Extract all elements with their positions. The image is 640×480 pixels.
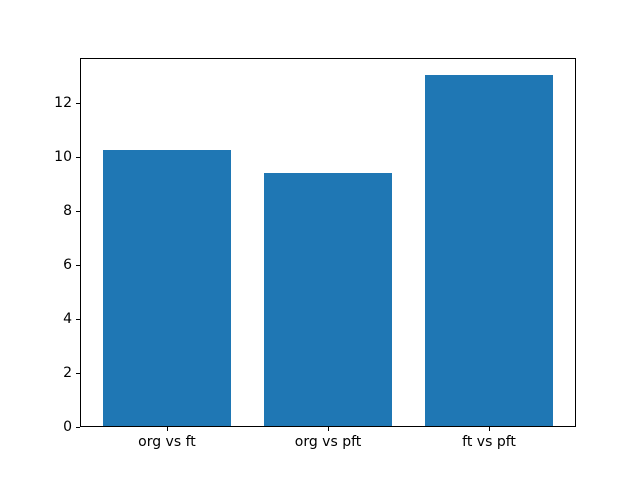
y-tick-mark <box>76 264 80 266</box>
y-tick-label: 0 <box>63 419 72 435</box>
y-tick-label: 12 <box>54 94 72 111</box>
bar-org-vs-ft <box>102 150 232 426</box>
bar-org-vs-pft <box>263 173 393 426</box>
x-tick-mark <box>166 427 168 431</box>
y-tick-label: 10 <box>54 148 72 165</box>
y-tick-mark <box>76 318 80 320</box>
y-tick-label: 2 <box>63 364 72 381</box>
y-tick-mark <box>76 102 80 104</box>
bar-ft-vs-pft <box>424 74 554 426</box>
x-tick-mark <box>328 427 329 431</box>
y-tick-mark <box>76 210 80 212</box>
x-tick-label: org vs pft <box>294 434 362 450</box>
y-tick-label: 4 <box>63 310 72 327</box>
y-tick-mark <box>76 372 80 374</box>
y-tick-label: 6 <box>63 256 72 273</box>
y-tick-mark <box>76 156 80 158</box>
y-tick-mark <box>76 427 80 428</box>
x-tick-label: org vs ft <box>138 434 196 450</box>
x-tick-label: ft vs pft <box>462 434 516 450</box>
y-tick-label: 8 <box>63 202 72 219</box>
x-tick-mark <box>489 427 491 431</box>
plot-area <box>80 58 576 427</box>
